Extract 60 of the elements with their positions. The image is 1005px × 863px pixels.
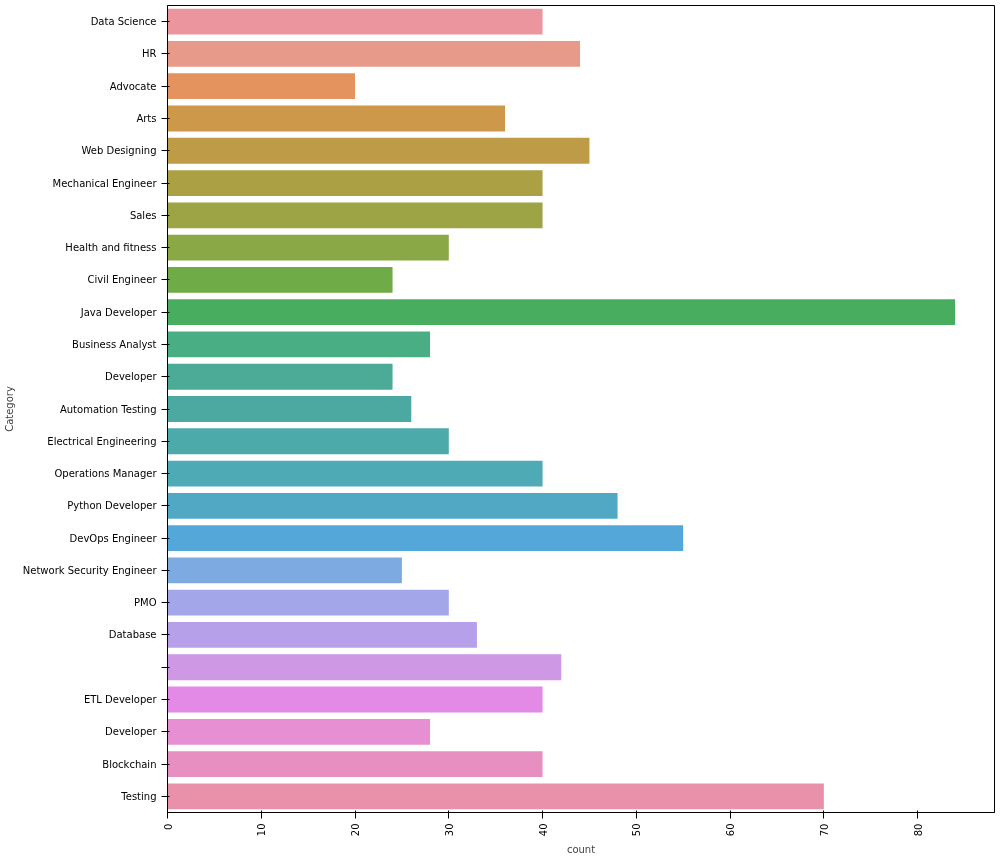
bar bbox=[167, 363, 393, 390]
y-tick-label: Data Science bbox=[90, 16, 157, 28]
bar bbox=[167, 557, 402, 584]
y-tick-label: DevOps Engineer bbox=[69, 532, 158, 544]
y-tick-label: Developer bbox=[105, 371, 158, 383]
bar bbox=[167, 8, 543, 35]
y-tick-label: Advocate bbox=[109, 80, 157, 92]
bar bbox=[167, 137, 590, 164]
y-tick-label: Mechanical Engineer bbox=[52, 177, 158, 189]
bar bbox=[167, 41, 581, 67]
bar bbox=[167, 105, 506, 132]
y-tick-label: Java Developer bbox=[79, 306, 158, 318]
x-axis-title: count bbox=[566, 844, 596, 856]
bar bbox=[167, 396, 412, 422]
x-tick-label: 60 bbox=[725, 823, 737, 837]
y-tick-label: Automation Testing bbox=[59, 403, 157, 415]
x-tick-label: 50 bbox=[631, 823, 643, 837]
bar bbox=[167, 718, 431, 745]
y-tick-label: ETL Developer bbox=[83, 694, 158, 706]
bar bbox=[167, 202, 543, 229]
x-tick-label: 30 bbox=[443, 823, 455, 837]
bar bbox=[167, 73, 356, 100]
bar bbox=[167, 589, 449, 616]
y-tick-label: Network Security Engineer bbox=[22, 564, 158, 576]
bar bbox=[167, 751, 543, 777]
y-tick-label: Database bbox=[108, 629, 157, 641]
x-tick-label: 20 bbox=[350, 823, 362, 837]
y-tick-label: Electrical Engineering bbox=[47, 435, 157, 447]
y-tick-label: Blockchain bbox=[102, 758, 157, 770]
bar bbox=[167, 460, 543, 487]
bar bbox=[167, 525, 684, 552]
y-tick-label: Business Analyst bbox=[72, 338, 157, 350]
y-tick-label: Civil Engineer bbox=[87, 274, 158, 286]
x-tick-label: 80 bbox=[912, 823, 924, 837]
bar bbox=[167, 622, 477, 648]
bar bbox=[167, 331, 431, 358]
bar bbox=[167, 783, 824, 810]
y-tick-label: Sales bbox=[129, 209, 157, 221]
x-tick-label: 10 bbox=[256, 823, 268, 837]
x-tick-label: 70 bbox=[818, 823, 830, 837]
bar bbox=[167, 492, 618, 519]
x-tick-label: 0 bbox=[162, 823, 174, 830]
y-tick-label: Health and fitness bbox=[65, 242, 157, 254]
y-tick-label: Arts bbox=[136, 112, 157, 124]
y-tick-label: Operations Manager bbox=[54, 468, 158, 480]
bar bbox=[167, 654, 562, 681]
y-tick-label: HR bbox=[142, 48, 157, 60]
y-tick-label: Testing bbox=[120, 790, 157, 802]
bar bbox=[167, 686, 543, 713]
bar bbox=[167, 428, 449, 455]
y-tick-label: Web Designing bbox=[81, 145, 157, 157]
y-tick-label: PMO bbox=[133, 597, 157, 609]
y-axis-title: Category bbox=[3, 386, 15, 432]
bar bbox=[167, 299, 956, 326]
bar bbox=[167, 170, 543, 196]
bar bbox=[167, 266, 393, 293]
y-tick-label: Python Developer bbox=[67, 500, 158, 512]
y-tick-label: Developer bbox=[105, 726, 158, 738]
x-tick-label: 40 bbox=[537, 823, 549, 837]
bar bbox=[167, 234, 449, 261]
